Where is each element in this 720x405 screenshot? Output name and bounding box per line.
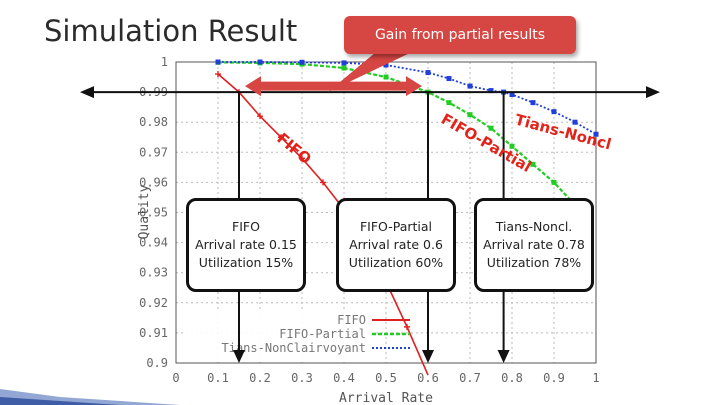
- threshold-arrow-left: [80, 86, 94, 99]
- tians-box-utilization: Utilization 78%: [486, 255, 582, 270]
- data-point: [509, 143, 515, 149]
- x-tick-label: 0.9: [543, 371, 565, 385]
- data-point: [551, 109, 557, 115]
- data-point: [593, 131, 599, 137]
- data-point: [551, 179, 557, 185]
- x-tick-label: 0.7: [459, 371, 481, 385]
- fifo-box-name: FIFO: [232, 219, 260, 234]
- data-point: [257, 59, 263, 65]
- y-tick-label: 0.91: [139, 326, 168, 340]
- curve-label-fifo: FIFO: [273, 129, 314, 168]
- x-tick-label: 0.4: [333, 371, 355, 385]
- bottom-decor-band: [0, 389, 180, 405]
- fifo-partial-box-name: FIFO-Partial: [359, 219, 433, 234]
- x-tick-label: 0.6: [417, 371, 439, 385]
- y-tick-label: 0.95: [139, 206, 168, 220]
- series-line-1: [217, 61, 576, 206]
- data-point: [446, 76, 452, 82]
- y-tick-label: 0.92: [139, 296, 168, 310]
- fifo-info-box: FIFO Arrival rate 0.15 Utilization 15%: [186, 198, 306, 292]
- data-point: [425, 70, 431, 76]
- slide-title: Simulation Result: [44, 14, 298, 48]
- fifo-partial-info-box: FIFO-Partial Arrival rate 0.6 Utilizatio…: [336, 198, 456, 292]
- y-tick-label: 0.96: [139, 175, 168, 189]
- data-point: [530, 161, 536, 167]
- x-tick-label: 0.3: [291, 371, 313, 385]
- data-point: [383, 74, 389, 80]
- x-axis-label: Arrival Rate: [339, 391, 433, 405]
- y-axis-label: Quality: [137, 184, 152, 239]
- data-point: [299, 155, 305, 162]
- gain-arrow-right-head: [406, 76, 422, 97]
- tians-box-arrival: Arrival rate 0.78: [483, 237, 585, 252]
- data-point: [215, 59, 221, 65]
- y-tick-label: 0.93: [139, 266, 168, 280]
- data-point: [257, 113, 263, 120]
- x-tick-label: 1: [592, 371, 599, 385]
- data-point: [488, 88, 494, 94]
- fifo-box-arrival: Arrival rate 0.15: [195, 237, 297, 252]
- data-point: [278, 134, 284, 141]
- fifo-partial-box-arrival: Arrival rate 0.6: [349, 237, 443, 252]
- data-point: [467, 83, 473, 89]
- fifo-box-utilization: Utilization 15%: [198, 255, 294, 270]
- gain-arrow-left-head: [245, 76, 261, 97]
- data-point: [572, 119, 578, 125]
- crossing-arrow-head: [422, 350, 434, 363]
- legend-label-fifo-partial: FIFO-Partial: [279, 327, 366, 341]
- x-tick-label: 0.5: [375, 371, 397, 385]
- data-point: [299, 59, 305, 65]
- data-point: [341, 65, 347, 71]
- data-point: [383, 62, 389, 68]
- legend-label-fifo: FIFO: [337, 313, 366, 327]
- data-point: [215, 71, 221, 78]
- tians-info-box: Tians-Noncl. Arrival rate 0.78 Utilizati…: [474, 198, 594, 292]
- data-point: [488, 125, 494, 131]
- x-tick-label: 0: [172, 371, 179, 385]
- y-tick-label: 0.9: [146, 356, 168, 370]
- data-point: [509, 92, 515, 98]
- x-tick-label: 0.1: [207, 371, 229, 385]
- fifo-partial-box-utilization: Utilization 60%: [348, 255, 444, 270]
- legend-box: [186, 312, 376, 360]
- y-tick-label: 1: [161, 55, 168, 69]
- crossing-arrow-head: [233, 350, 245, 363]
- y-tick-label: 0.98: [139, 115, 168, 129]
- y-tick-labels: 10.990.980.970.960.950.940.930.920.910.9: [139, 55, 168, 370]
- data-point: [320, 179, 326, 186]
- data-point: [341, 60, 347, 66]
- gain-callout: Gain from partial results: [344, 16, 576, 54]
- crossing-arrow-head: [497, 350, 510, 363]
- threshold-arrow-right: [646, 86, 660, 99]
- data-point: [404, 323, 410, 330]
- y-tick-label: 0.94: [139, 236, 168, 250]
- data-point: [446, 100, 452, 106]
- callout-pointer: [328, 52, 412, 92]
- legend-label-tians: Tians-NonClairvoyant: [222, 341, 367, 355]
- legend: FIFO FIFO-Partial Tians-NonClairvoyant: [186, 312, 410, 360]
- x-tick-labels: 0 0.1 0.2 0.3 0.4 0.5 0.6 0.7 0.8 0.9 1: [172, 371, 599, 385]
- x-tick-label: 0.2: [249, 371, 271, 385]
- y-tick-label: 0.97: [139, 145, 168, 159]
- data-point: [530, 100, 536, 106]
- tians-box-name: Tians-Noncl.: [495, 219, 573, 234]
- x-tick-label: 0.8: [501, 371, 523, 385]
- data-point: [467, 112, 473, 118]
